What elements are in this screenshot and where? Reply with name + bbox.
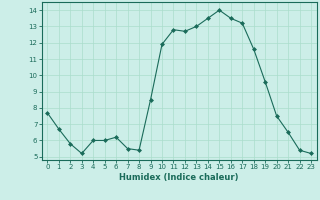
X-axis label: Humidex (Indice chaleur): Humidex (Indice chaleur) bbox=[119, 173, 239, 182]
